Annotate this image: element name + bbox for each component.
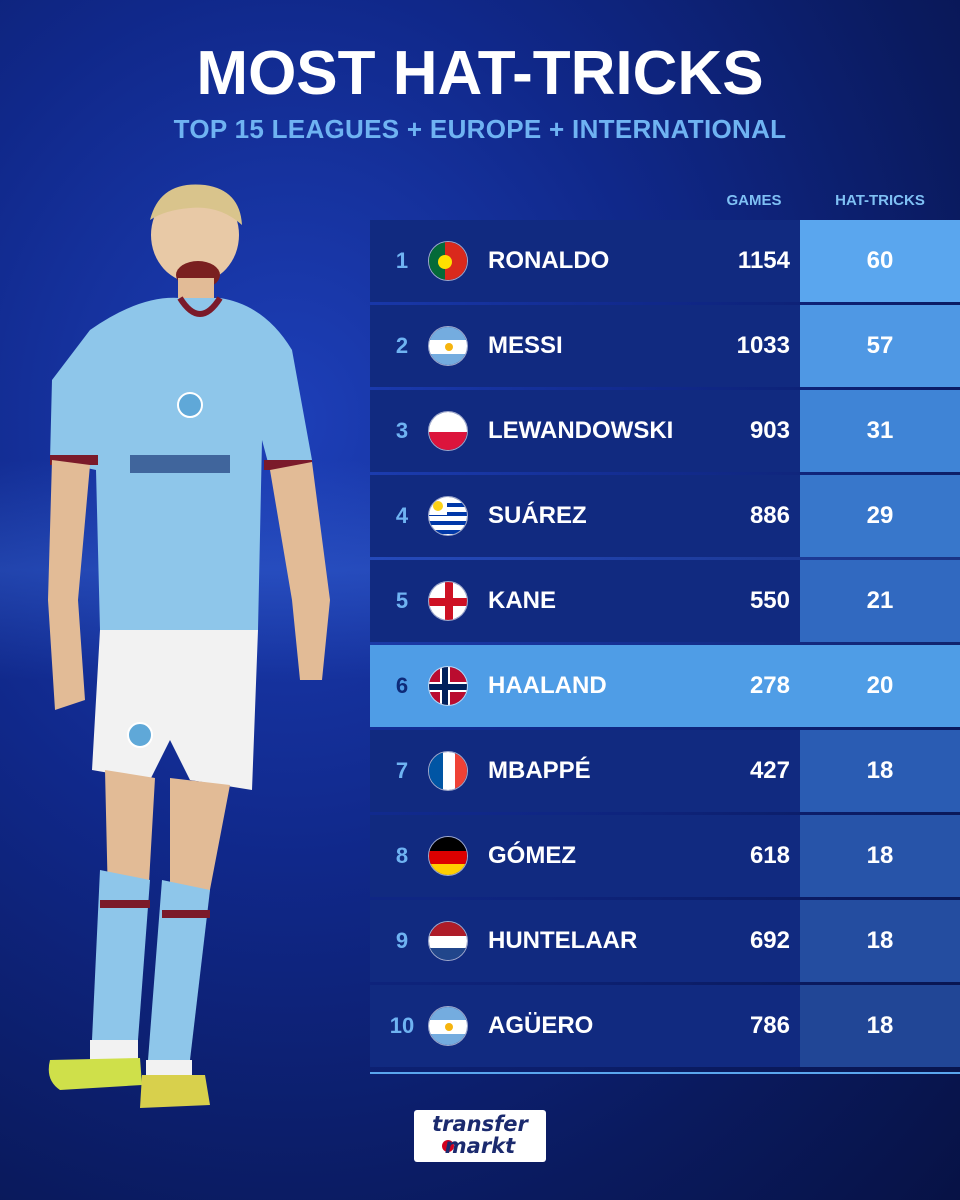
rank-number: 1: [395, 248, 409, 273]
player-name: HAALAND: [488, 672, 607, 699]
hattricks-value: 18: [800, 900, 960, 982]
poland-flag-icon: [428, 411, 468, 451]
hattricks-value: 21: [800, 560, 960, 642]
rank-number: 9: [395, 928, 409, 953]
rank-number: 10: [389, 1013, 415, 1038]
player-name: LEWANDOWSKI: [488, 417, 674, 444]
norway-flag-icon: [428, 666, 468, 706]
portugal-flag-icon: [428, 241, 468, 281]
uruguay-flag-icon: [428, 496, 468, 536]
table-row: 6 HAALAND 278 20: [370, 645, 960, 727]
player-name: GÓMEZ: [488, 842, 576, 869]
games-value: 1033: [736, 332, 790, 359]
table-row: 10 AGÜERO 786 18: [370, 985, 960, 1067]
games-value: 550: [749, 587, 790, 614]
hattricks-value: 60: [800, 220, 960, 302]
ranking-table: 1 RONALDO 1154 60 2 MESSI 1033 57 3 LEWANDOWSKI 90…: [370, 220, 960, 1074]
hattricks-value: 57: [800, 305, 960, 387]
games-value: 903: [749, 417, 790, 444]
games-value: 278: [749, 672, 790, 699]
logo-line-2: markt: [444, 1134, 516, 1158]
table-row: 5 KANE 550 21: [370, 560, 960, 642]
logo-line-1: transfer: [432, 1112, 528, 1136]
rank-number: 8: [395, 843, 409, 868]
games-value: 1154: [737, 247, 790, 274]
rank-number: 7: [395, 758, 409, 783]
hattricks-value: 18: [800, 815, 960, 897]
netherlands-flag-icon: [428, 921, 468, 961]
table-bottom-line: [370, 1072, 960, 1074]
page-subtitle: TOP 15 LEAGUES + EUROPE + INTERNATIONAL: [173, 114, 787, 144]
table-row: 4 SUÁREZ 886 29: [370, 475, 960, 557]
table-row: 7 MBAPPÉ 427 18: [370, 730, 960, 812]
hattricks-value: 29: [800, 475, 960, 557]
player-name: MBAPPÉ: [488, 757, 591, 784]
rank-number: 5: [395, 588, 409, 613]
player-name: HUNTELAAR: [488, 927, 638, 954]
transfermarkt-logo: transfer markt: [414, 1110, 546, 1162]
hattricks-value: 20: [866, 672, 894, 699]
table-row: 3 LEWANDOWSKI 903 31: [370, 390, 960, 472]
argentina-flag-icon: [428, 1006, 468, 1046]
column-header-hattricks: HAT-TRICKS: [835, 192, 925, 209]
player-illustration: [48, 184, 330, 1108]
hattricks-value: 18: [800, 730, 960, 812]
france-flag-icon: [428, 751, 468, 791]
player-name: RONALDO: [488, 247, 610, 274]
table-row: 8 GÓMEZ 618 18: [370, 815, 960, 897]
player-name: KANE: [488, 587, 557, 614]
hattricks-value: 31: [800, 390, 960, 472]
rank-number: 4: [395, 503, 409, 528]
england-flag-icon: [428, 581, 468, 621]
player-name: AGÜERO: [488, 1012, 594, 1039]
column-header-games: GAMES: [726, 192, 782, 209]
games-value: 692: [749, 927, 790, 954]
table-row: 9 HUNTELAAR 692 18: [370, 900, 960, 982]
rank-number: 6: [395, 673, 409, 698]
hattricks-value: 18: [800, 985, 960, 1067]
germany-flag-icon: [428, 836, 468, 876]
games-value: 618: [749, 842, 790, 869]
logo-ball-icon: [442, 1140, 454, 1152]
player-name: MESSI: [488, 332, 563, 359]
argentina-flag-icon: [428, 326, 468, 366]
games-value: 786: [749, 1012, 790, 1039]
table-row: 1 RONALDO 1154 60: [370, 220, 960, 302]
games-value: 427: [749, 757, 790, 784]
rank-number: 2: [395, 333, 409, 358]
page-title: MOST HAT-TRICKS: [196, 39, 764, 108]
rank-number: 3: [395, 418, 409, 443]
player-name: SUÁREZ: [488, 502, 587, 529]
games-value: 886: [749, 502, 790, 529]
table-row: 2 MESSI 1033 57: [370, 305, 960, 387]
